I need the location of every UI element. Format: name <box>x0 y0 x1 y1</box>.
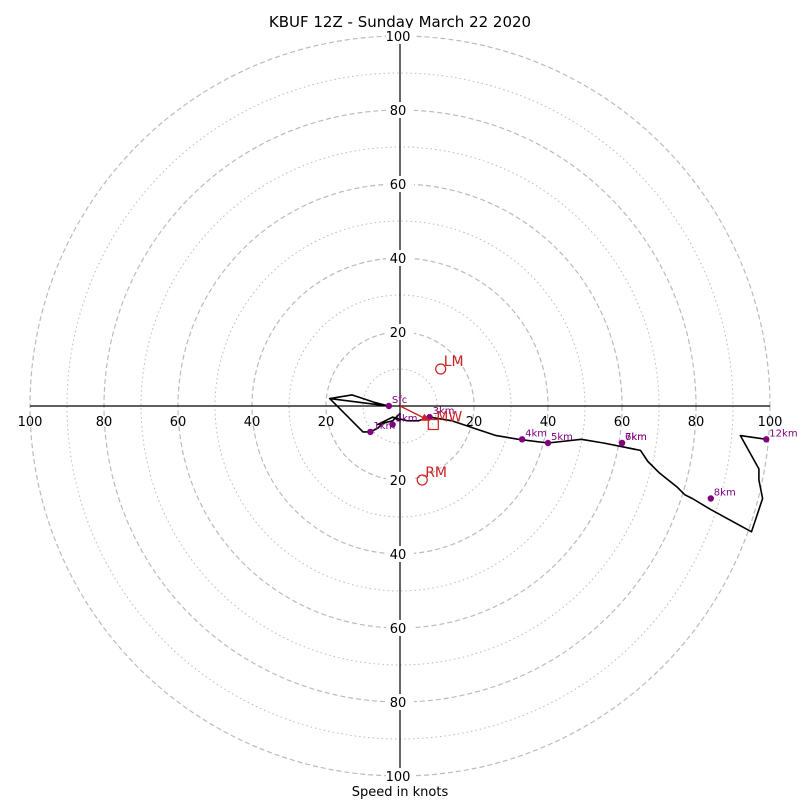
motion-marker-MW <box>427 418 439 431</box>
motion-marker-LM <box>435 363 447 375</box>
height-marker-5km <box>544 439 552 447</box>
shear-arrow-head <box>420 413 430 421</box>
x-tick-label: 80 <box>96 415 113 430</box>
y-tick-label: 80 <box>390 696 407 711</box>
x-tick-label: 60 <box>614 415 631 430</box>
height-label-6km: 6km <box>625 432 647 443</box>
x-tick-label: 100 <box>758 415 783 430</box>
motion-label-LM: LM <box>444 354 464 370</box>
y-tick-label: 20 <box>390 474 407 489</box>
x-axis-label: Speed in knots <box>352 785 449 800</box>
x-tick-label: 40 <box>244 415 261 430</box>
chart-title: KBUF 12Z - Sunday March 22 2020 <box>269 13 531 31</box>
height-label-4km: 4km <box>525 428 547 439</box>
y-tick-label-bg <box>386 620 414 636</box>
wind-trace <box>328 394 767 533</box>
motion-label-RM: RM <box>425 465 447 481</box>
tick-labels: 100 80 60 40 20 20 40 60 80 100100806040202040608… <box>18 28 783 785</box>
height-label-5km: 5km <box>551 432 573 443</box>
height-marker-Sfc <box>385 402 393 410</box>
height-label-2km: 2km <box>396 414 418 425</box>
x-tick-label: 100 <box>18 415 43 430</box>
height-marker-1km <box>367 428 374 436</box>
height-label-1km: 1km <box>373 421 395 432</box>
height-label-8km: 8km <box>714 488 736 499</box>
y-tick-label-bg <box>386 28 414 44</box>
x-tick-label: 20 <box>318 415 335 430</box>
y-tick-label-bg <box>386 250 414 266</box>
y-tick-label-bg <box>386 694 414 710</box>
height-marker-8km <box>707 495 714 502</box>
y-tick-label-bg <box>386 768 414 784</box>
x-tick-label: 40 <box>540 415 557 430</box>
motion-marker-RM <box>416 474 428 486</box>
y-tick-label: 20 <box>390 326 407 341</box>
x-tick-label: 80 <box>688 415 705 430</box>
y-tick-label-bg <box>386 546 414 562</box>
wind-trace-line <box>328 394 767 533</box>
height-label-7km: 7km <box>625 432 647 443</box>
y-tick-label-bg <box>386 324 414 340</box>
height-marker-12km <box>763 436 770 443</box>
y-tick-label: 100 <box>386 30 411 45</box>
y-tick-label-bg <box>386 472 414 488</box>
y-tick-label-bg <box>386 176 414 192</box>
y-tick-label: 100 <box>386 770 411 785</box>
height-marker-7km <box>618 439 626 447</box>
y-tick-label: 60 <box>390 622 407 637</box>
height-marker-2km <box>389 421 396 428</box>
y-tick-label: 80 <box>390 104 407 119</box>
height-label-Sfc: Sfc <box>392 395 407 406</box>
y-tick-label: 40 <box>390 252 407 267</box>
y-tick-label: 40 <box>390 548 407 563</box>
height-marker-4km <box>518 436 526 443</box>
storm-motions: LM MW RM <box>399 354 464 486</box>
height-label-12km: 12km <box>769 428 797 439</box>
y-tick-label-bg <box>386 102 414 118</box>
height-label-3km: 3km <box>433 406 455 417</box>
motion-label-MW: MW <box>436 410 462 426</box>
x-tick-label: 60 <box>170 415 187 430</box>
y-tick-label: 60 <box>390 178 407 193</box>
